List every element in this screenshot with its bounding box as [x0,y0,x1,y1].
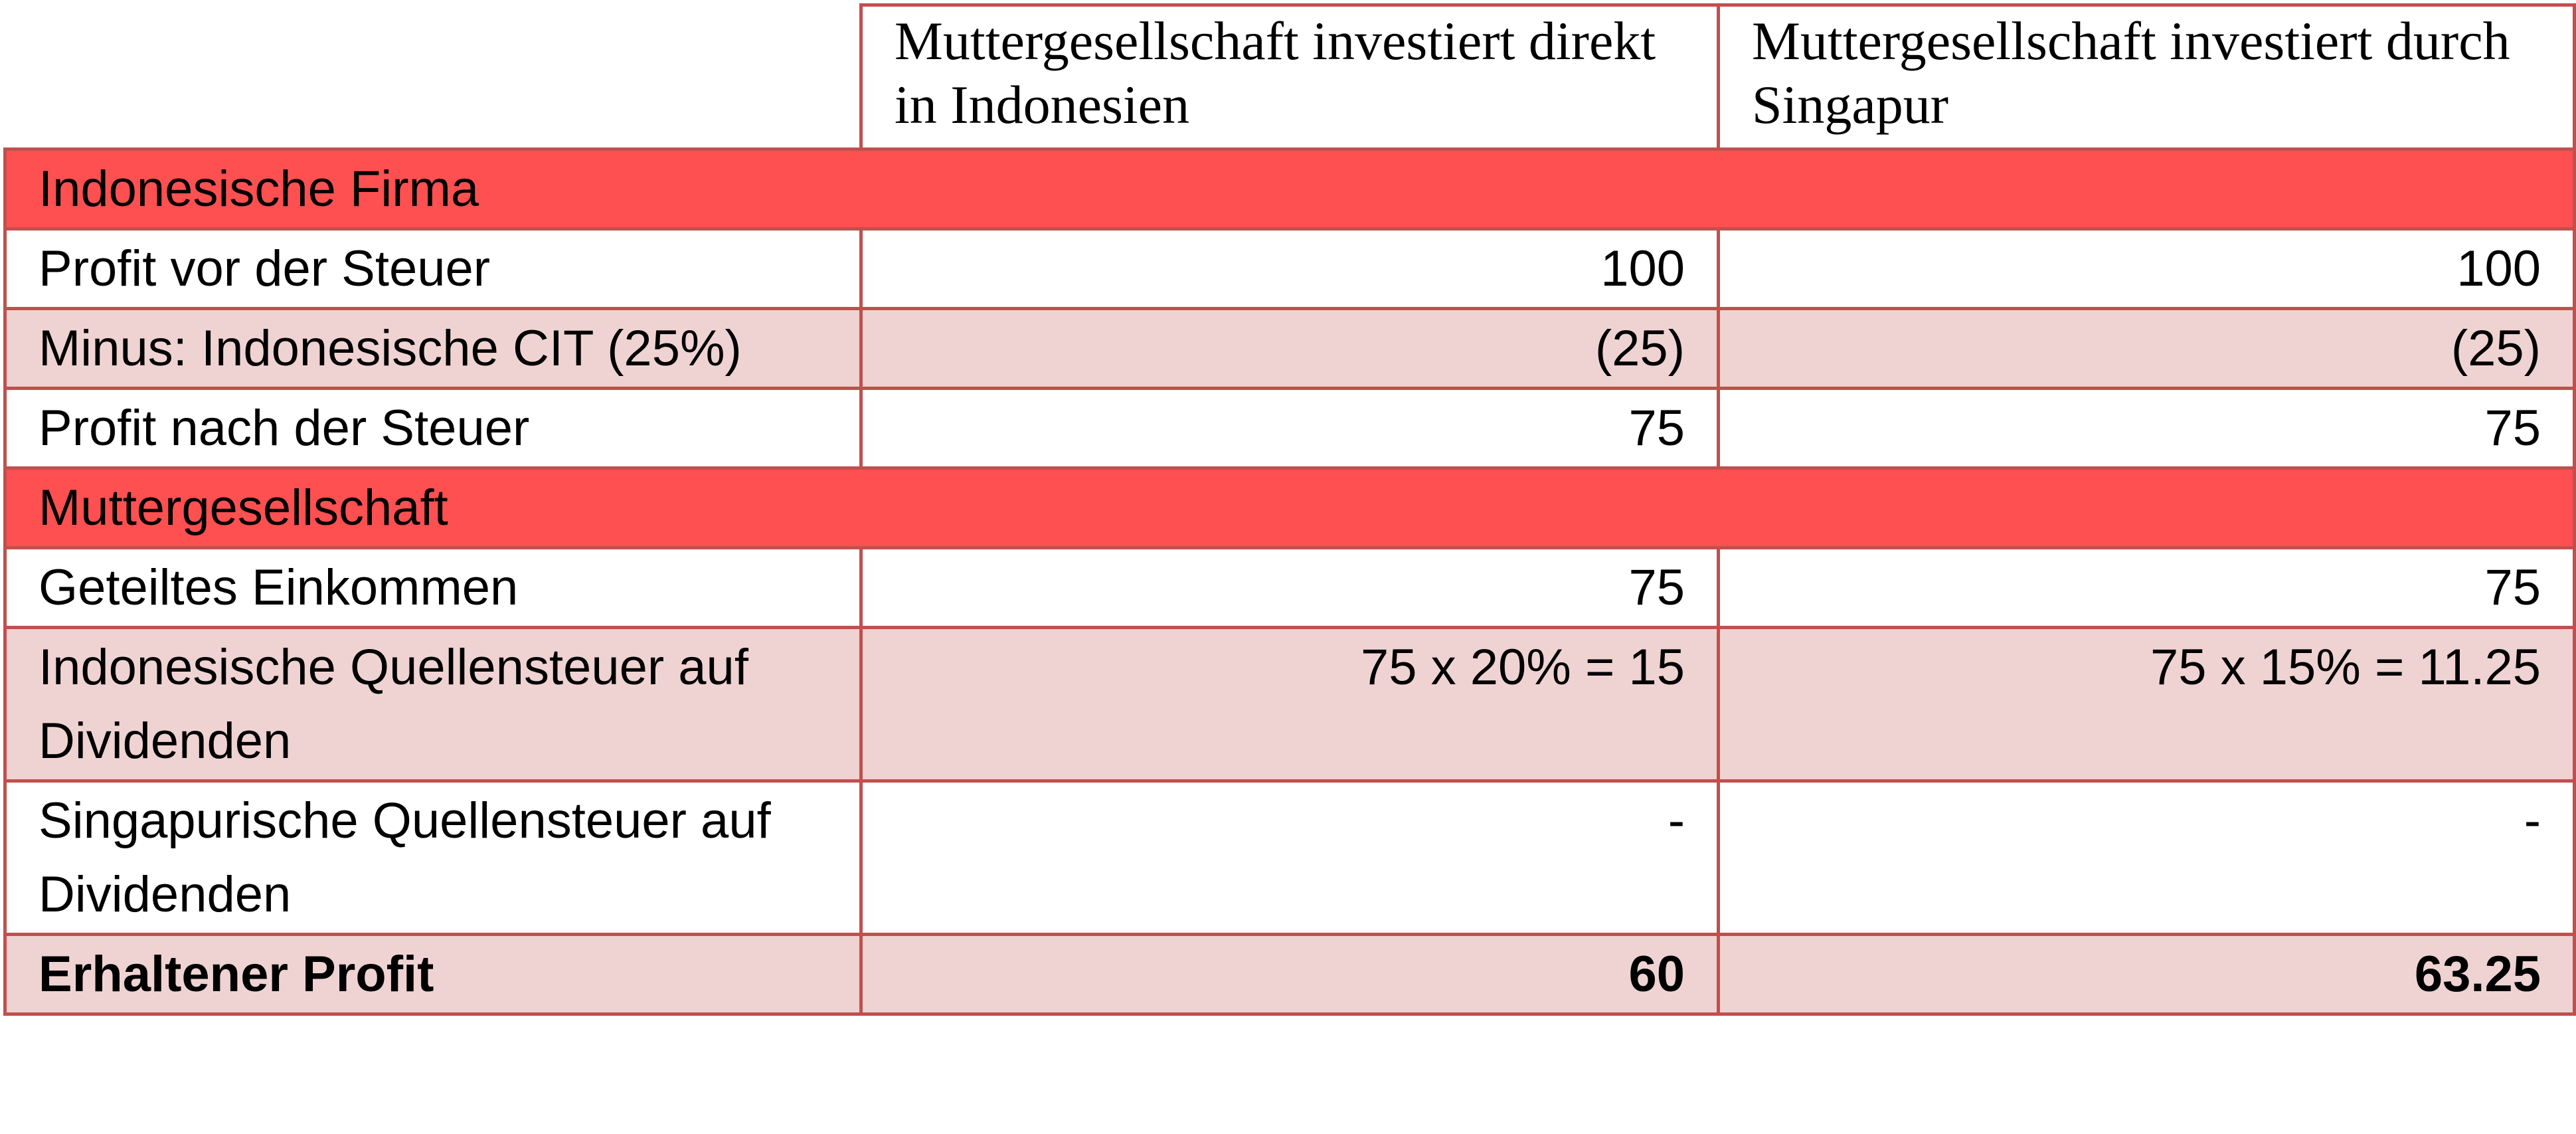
value-cell: 75 [859,387,1720,470]
total-value: 60 [859,933,1720,1016]
value-cell: - [1717,779,2576,936]
value-cell: - [859,779,1720,936]
value-cell: 100 [1717,227,2576,310]
value-cell: 75 [1717,546,2576,629]
data-row: Profit nach der Steuer 75 75 [3,387,2576,470]
table-body: Indonesische Firma Profit vor der Steuer 1… [3,147,2576,1016]
data-row: Singapurische Quellensteuer auf Dividend… [3,779,2576,936]
label-cell: Minus: Indonesische CIT (25%) [3,307,863,390]
column-header: Muttergesellschaft investiert durch Sing… [1717,3,2576,151]
data-row: Indonesische Quellensteuer auf Dividende… [3,626,2576,783]
header-blank [5,5,861,151]
data-row: Profit vor der Steuer 100 100 [3,227,2576,310]
table-header: Muttergesellschaft investiert direkt in … [5,3,2576,151]
header-row: Muttergesellschaft investiert direkt in … [5,3,2576,151]
section-row: Muttergesellschaft [3,466,2576,549]
data-row: Minus: Indonesische CIT (25%) (25) (25) [3,307,2576,390]
label-cell: Indonesische Quellensteuer auf Dividende… [3,626,863,783]
value-cell: (25) [859,307,1720,390]
section-title: Indonesische Firma [3,147,2576,231]
total-row: Erhaltener Profit 60 63.25 [3,933,2576,1016]
total-label: Erhaltener Profit [3,933,863,1016]
value-cell: (25) [1717,307,2576,390]
section-title: Muttergesellschaft [3,466,2576,549]
value-cell: 75 [859,546,1720,629]
label-cell: Singapurische Quellensteuer auf Dividend… [3,779,863,936]
label-cell: Profit vor der Steuer [3,227,863,310]
label-cell: Geteiltes Einkommen [3,546,863,629]
value-cell: 100 [859,227,1720,310]
total-value: 63.25 [1717,933,2576,1016]
data-row: Geteiltes Einkommen 75 75 [3,546,2576,629]
value-cell: 75 [1717,387,2576,470]
section-row: Indonesische Firma [3,147,2576,231]
tax-table: Muttergesellschaft investiert direkt in … [3,3,2576,1016]
column-header: Muttergesellschaft investiert direkt in … [859,3,1720,151]
label-cell: Profit nach der Steuer [3,387,863,470]
value-cell: 75 x 15% = 11.25 [1717,626,2576,783]
value-cell: 75 x 20% = 15 [859,626,1720,783]
